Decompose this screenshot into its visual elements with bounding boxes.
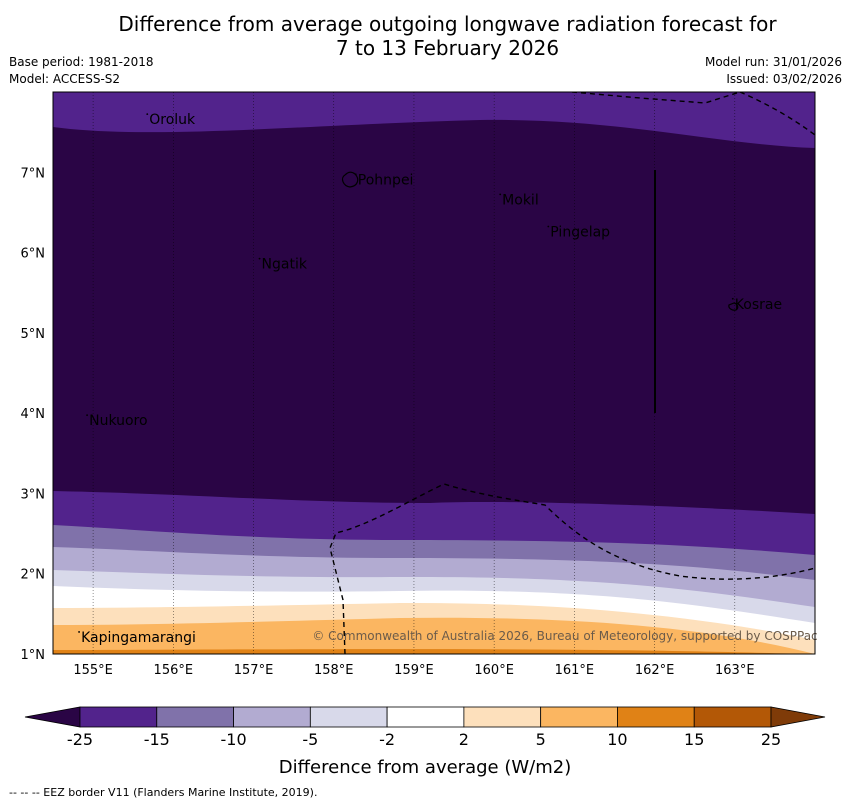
colorbar-tick-label: -10 xyxy=(220,730,246,749)
lat-tick-label: 6°N xyxy=(21,247,46,262)
copyright-text: © Commonwealth of Australia 2026, Bureau… xyxy=(312,629,817,643)
kosrae-outline xyxy=(728,302,739,311)
colorbar-segment xyxy=(463,706,542,728)
place-label: Kosrae xyxy=(735,297,782,313)
place-label: Pohnpei xyxy=(358,172,414,188)
place-marker xyxy=(547,225,550,228)
meta-right: Model run: 31/01/2026 Issued: 03/02/2026 xyxy=(705,54,842,88)
title-line-1: Difference from average outgoing longwav… xyxy=(118,12,777,36)
lon-tick-label: 161°E xyxy=(555,663,595,678)
place-label: Oroluk xyxy=(149,112,196,128)
colorbar-segment xyxy=(233,706,311,728)
pohnpei-outline xyxy=(341,171,359,188)
model-name: Model: ACCESS-S2 xyxy=(9,72,121,86)
place-label: Ngatik xyxy=(262,257,308,273)
colorbar-segment xyxy=(693,706,772,728)
colorbar-tick-label: -5 xyxy=(302,730,318,749)
colorbar-tick-label: 2 xyxy=(459,730,469,749)
lon-tick-label: 162°E xyxy=(635,663,675,678)
colorbar-segment xyxy=(540,706,618,728)
base-period: Base period: 1981-2018 xyxy=(9,55,154,69)
colorbar-segment xyxy=(156,706,234,728)
lat-tick-label: 2°N xyxy=(21,568,46,583)
place-label: Nukuoro xyxy=(89,413,147,429)
place-marker xyxy=(78,631,80,633)
lon-tick-label: 163°E xyxy=(715,663,755,678)
place-marker xyxy=(499,193,502,196)
colorbar-tick-label: 15 xyxy=(684,730,704,749)
title-line-2: 7 to 13 February 2026 xyxy=(335,36,560,60)
colorbar-tick-label: 25 xyxy=(761,730,781,749)
contour-bands xyxy=(53,92,815,654)
place-marker xyxy=(258,257,261,260)
footnote: -- -- -- EEZ border V11 (Flanders Marine… xyxy=(9,786,318,799)
place-label: Pingelap xyxy=(550,225,610,241)
lat-tick-label: 1°N xyxy=(21,648,46,663)
place-labels: Oroluk Pohnpei Mokil Pingelap Ngatik Kosrae Nu… xyxy=(78,112,782,646)
lon-tick-label: 159°E xyxy=(394,663,434,678)
map-title: Difference from average outgoing longwav… xyxy=(0,12,850,60)
place-marker xyxy=(731,297,734,300)
lon-tick-label: 158°E xyxy=(314,663,354,678)
lon-tick-label: 156°E xyxy=(154,663,194,678)
colorbar-segment xyxy=(617,706,695,728)
colorbar: -25 -15 -10 -5 -2 2 5 10 15 25 xyxy=(24,706,826,749)
eez-border-north xyxy=(571,92,741,104)
issued-date: Issued: 03/02/2026 xyxy=(726,72,842,86)
place-marker xyxy=(146,113,149,116)
lon-tick-label: 155°E xyxy=(73,663,113,678)
lat-tick-label: 5°N xyxy=(21,327,46,342)
eez-border-northeast xyxy=(739,92,815,136)
lat-tick-label: 4°N xyxy=(21,407,46,422)
meta-left: Base period: 1981-2018 Model: ACCESS-S2 xyxy=(9,54,154,88)
lon-tick-label: 157°E xyxy=(234,663,274,678)
colorbar-segment xyxy=(309,706,388,728)
lon-tick-label: 160°E xyxy=(474,663,514,678)
colorbar-arrow-high xyxy=(770,706,826,728)
lat-tick-label: 7°N xyxy=(21,166,46,181)
colorbar-segment xyxy=(79,706,158,728)
colorbar-tick-label: 5 xyxy=(536,730,546,749)
model-run: Model run: 31/01/2026 xyxy=(704,55,842,69)
place-label: Mokil xyxy=(502,192,539,208)
colorbar-arrow-low xyxy=(24,706,81,728)
lon-tick-labels: 155°E 156°E 157°E 158°E 159°E 160°E 161°E 162°E… xyxy=(73,663,754,678)
band-fill-lt-minus25 xyxy=(53,119,815,514)
map-frame xyxy=(52,91,816,655)
band-fill-plus5 xyxy=(53,617,815,654)
lat-tick-labels: 1°N 2°N 3°N 4°N 5°N 6°N 7°N xyxy=(21,166,46,663)
place-marker xyxy=(86,414,88,417)
place-label: Kapingamarangi xyxy=(81,630,196,646)
colorbar-title: Difference from average (W/m2) xyxy=(279,757,571,778)
islands xyxy=(341,171,739,311)
lat-tick-label: 3°N xyxy=(21,487,46,502)
colorbar-segment xyxy=(386,706,465,728)
band-fill-plus10 xyxy=(53,649,815,654)
eez-borders xyxy=(329,92,815,654)
eez-border-south xyxy=(329,483,815,654)
place-marker xyxy=(354,173,357,176)
colorbar-tick-label: -15 xyxy=(144,730,170,749)
colorbar-tick-label: -25 xyxy=(67,730,93,749)
colorbar-tick-label: -2 xyxy=(379,730,395,749)
colorbar-tick-label: 10 xyxy=(607,730,627,749)
